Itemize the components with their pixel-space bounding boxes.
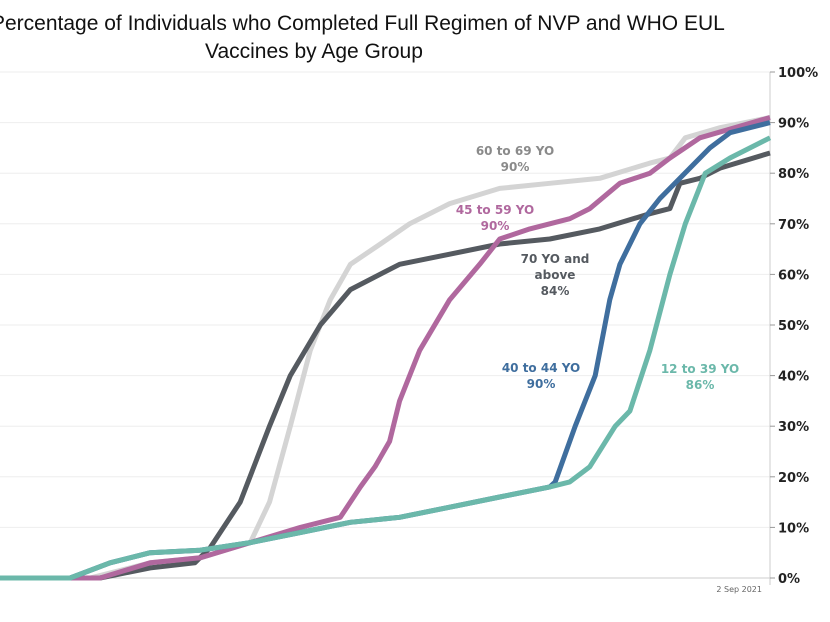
series-line-45-to-59-yo [0,115,771,581]
y-tick-label: 80% [778,167,809,182]
y-tick-label: 40% [778,370,809,385]
gridlines [0,71,770,528]
series-line-40-to-44-yo [0,120,771,581]
series-annotation: 84% [541,284,570,298]
series-annotation: 86% [686,378,715,392]
series-annotation: 90% [527,377,556,391]
series-line-70-yo-and-above [0,150,771,581]
series-annotation: 90% [481,219,510,233]
y-tick-label: 20% [778,471,809,486]
series-annotation: 45 to 59 YO [456,203,534,217]
y-tick-label: 50% [778,319,809,334]
chart-title-line2: Vaccines by Age Group [205,40,423,63]
x-tick-label: 2 Sep 2021 [716,585,762,594]
y-tick-label: 30% [778,420,809,435]
series-annotation: above [535,268,576,282]
chart-title-line1: Percentage of Individuals who Completed … [0,12,725,35]
y-tick-label: 100% [778,66,818,81]
series-annotation: 90% [501,160,530,174]
series-annotation: 70 YO and [521,252,590,266]
y-tick-label: 0% [778,572,800,587]
y-tick-label: 60% [778,268,809,283]
series-annotation: 12 to 39 YO [661,362,739,376]
series-line-60-to-69-yo [0,115,771,581]
y-tick-label: 70% [778,218,809,233]
y-tick-label: 90% [778,117,809,132]
series-annotation: 60 to 69 YO [476,144,554,158]
series-line-12-to-39-yo [0,135,772,581]
series-annotation: 40 to 44 YO [502,361,580,375]
y-tick-label: 10% [778,521,809,536]
